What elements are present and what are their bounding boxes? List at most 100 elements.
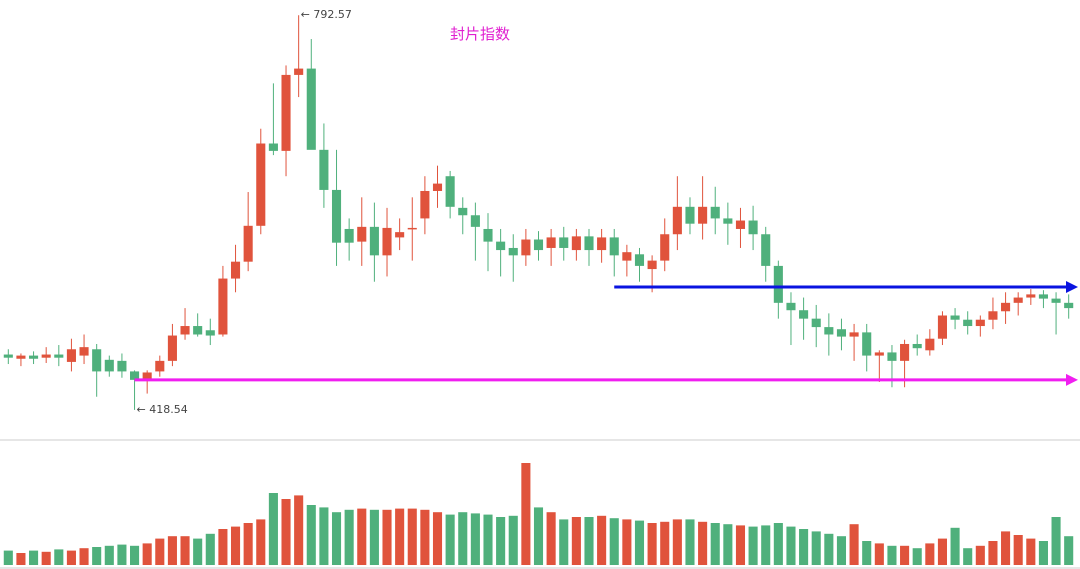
candle-body bbox=[41, 354, 51, 358]
candle-body bbox=[937, 315, 947, 339]
candle-body bbox=[660, 234, 670, 261]
candle-body bbox=[281, 74, 291, 151]
volume-bar bbox=[571, 517, 581, 565]
volume-bar bbox=[130, 545, 140, 565]
level-arrowhead bbox=[1066, 373, 1078, 386]
candle-body bbox=[445, 176, 455, 207]
volume-bar bbox=[331, 512, 342, 565]
candle-body bbox=[773, 265, 783, 303]
volume-bar bbox=[609, 518, 619, 565]
candle-body bbox=[496, 241, 506, 251]
candle-body bbox=[331, 189, 342, 243]
candle-body bbox=[685, 206, 695, 224]
volume-bar bbox=[988, 541, 998, 565]
volume-bar bbox=[193, 538, 203, 565]
candle-body bbox=[836, 329, 847, 337]
candle-body bbox=[104, 359, 114, 372]
volume-bar bbox=[887, 545, 897, 565]
volume-bar bbox=[1013, 535, 1023, 565]
candle-body bbox=[874, 352, 884, 356]
candle-body bbox=[1038, 294, 1048, 299]
volume-bar bbox=[294, 495, 304, 565]
volume-bar bbox=[1038, 541, 1048, 565]
candle-body bbox=[647, 260, 657, 270]
volume-bar bbox=[180, 536, 190, 565]
candle-body bbox=[155, 360, 165, 372]
volume-bar bbox=[319, 507, 329, 565]
volume-bar bbox=[634, 520, 645, 565]
volume-bar bbox=[167, 536, 177, 565]
volume-bar bbox=[92, 547, 102, 565]
volume-bar bbox=[622, 519, 632, 565]
volume-bar bbox=[748, 526, 758, 565]
candle-body bbox=[925, 338, 935, 351]
volume-bar bbox=[458, 512, 468, 565]
volume-bar bbox=[710, 523, 720, 565]
volume-bar bbox=[205, 533, 215, 565]
volume-bar bbox=[281, 499, 291, 565]
candle-body bbox=[963, 319, 973, 327]
volume-bar bbox=[559, 519, 569, 565]
volume-bar bbox=[1001, 531, 1011, 565]
volume-bar bbox=[685, 519, 695, 565]
volume-bar bbox=[142, 543, 152, 565]
extreme-label: ← 418.54 bbox=[137, 403, 188, 416]
volume-bar bbox=[849, 524, 859, 565]
candle-body bbox=[1013, 297, 1023, 303]
volume-bar bbox=[16, 553, 26, 565]
volume-bar bbox=[584, 517, 594, 565]
volume-bar bbox=[306, 505, 316, 565]
candle-body bbox=[142, 372, 152, 380]
candle-body bbox=[1051, 298, 1061, 303]
candle-body bbox=[16, 355, 26, 359]
volume-bar bbox=[66, 550, 76, 565]
chart-title: 封片指数 bbox=[450, 25, 510, 43]
volume-bar bbox=[546, 512, 556, 565]
candle-body bbox=[369, 226, 379, 256]
volume-bar bbox=[660, 521, 670, 565]
level-arrowhead bbox=[1066, 281, 1078, 294]
volume-bar bbox=[773, 523, 783, 565]
candle-body bbox=[470, 215, 480, 227]
candle-body bbox=[609, 237, 619, 256]
volume-bar bbox=[79, 548, 89, 565]
candle-body bbox=[420, 190, 430, 219]
volume-bar bbox=[533, 507, 544, 565]
candle-body bbox=[117, 360, 127, 372]
volume-bar bbox=[1051, 517, 1061, 565]
candle-body bbox=[799, 310, 809, 319]
candle-body bbox=[130, 371, 140, 380]
candle-body bbox=[546, 237, 556, 248]
candle-body bbox=[205, 330, 215, 336]
candle-body bbox=[584, 236, 594, 251]
volume-bar bbox=[975, 545, 985, 565]
candle-body bbox=[988, 311, 998, 320]
candle-body bbox=[167, 335, 177, 361]
candle-body bbox=[559, 237, 569, 248]
candle-body bbox=[357, 226, 367, 242]
candle-body bbox=[634, 254, 645, 266]
candle-body bbox=[912, 343, 922, 349]
volume-bar bbox=[407, 508, 417, 565]
volume-bar bbox=[937, 538, 947, 565]
volume-bar bbox=[912, 548, 922, 565]
candle-body bbox=[458, 207, 468, 216]
candle-body bbox=[735, 220, 746, 229]
candle-body bbox=[294, 68, 304, 75]
candle-body bbox=[382, 227, 392, 256]
candle-body bbox=[319, 149, 329, 190]
candle-body bbox=[483, 228, 493, 242]
volume-bar bbox=[445, 514, 455, 565]
volume-bar bbox=[723, 524, 733, 565]
volume-bar bbox=[218, 529, 228, 565]
candle-body bbox=[710, 206, 720, 219]
extreme-label: ← 792.57 bbox=[301, 8, 352, 21]
candle-body bbox=[597, 237, 607, 251]
candle-body bbox=[66, 349, 76, 362]
candle-body bbox=[533, 239, 544, 251]
candle-body bbox=[1001, 302, 1011, 312]
volume-bar bbox=[230, 526, 241, 565]
candle-body bbox=[407, 227, 417, 230]
volume-bar bbox=[597, 515, 607, 565]
